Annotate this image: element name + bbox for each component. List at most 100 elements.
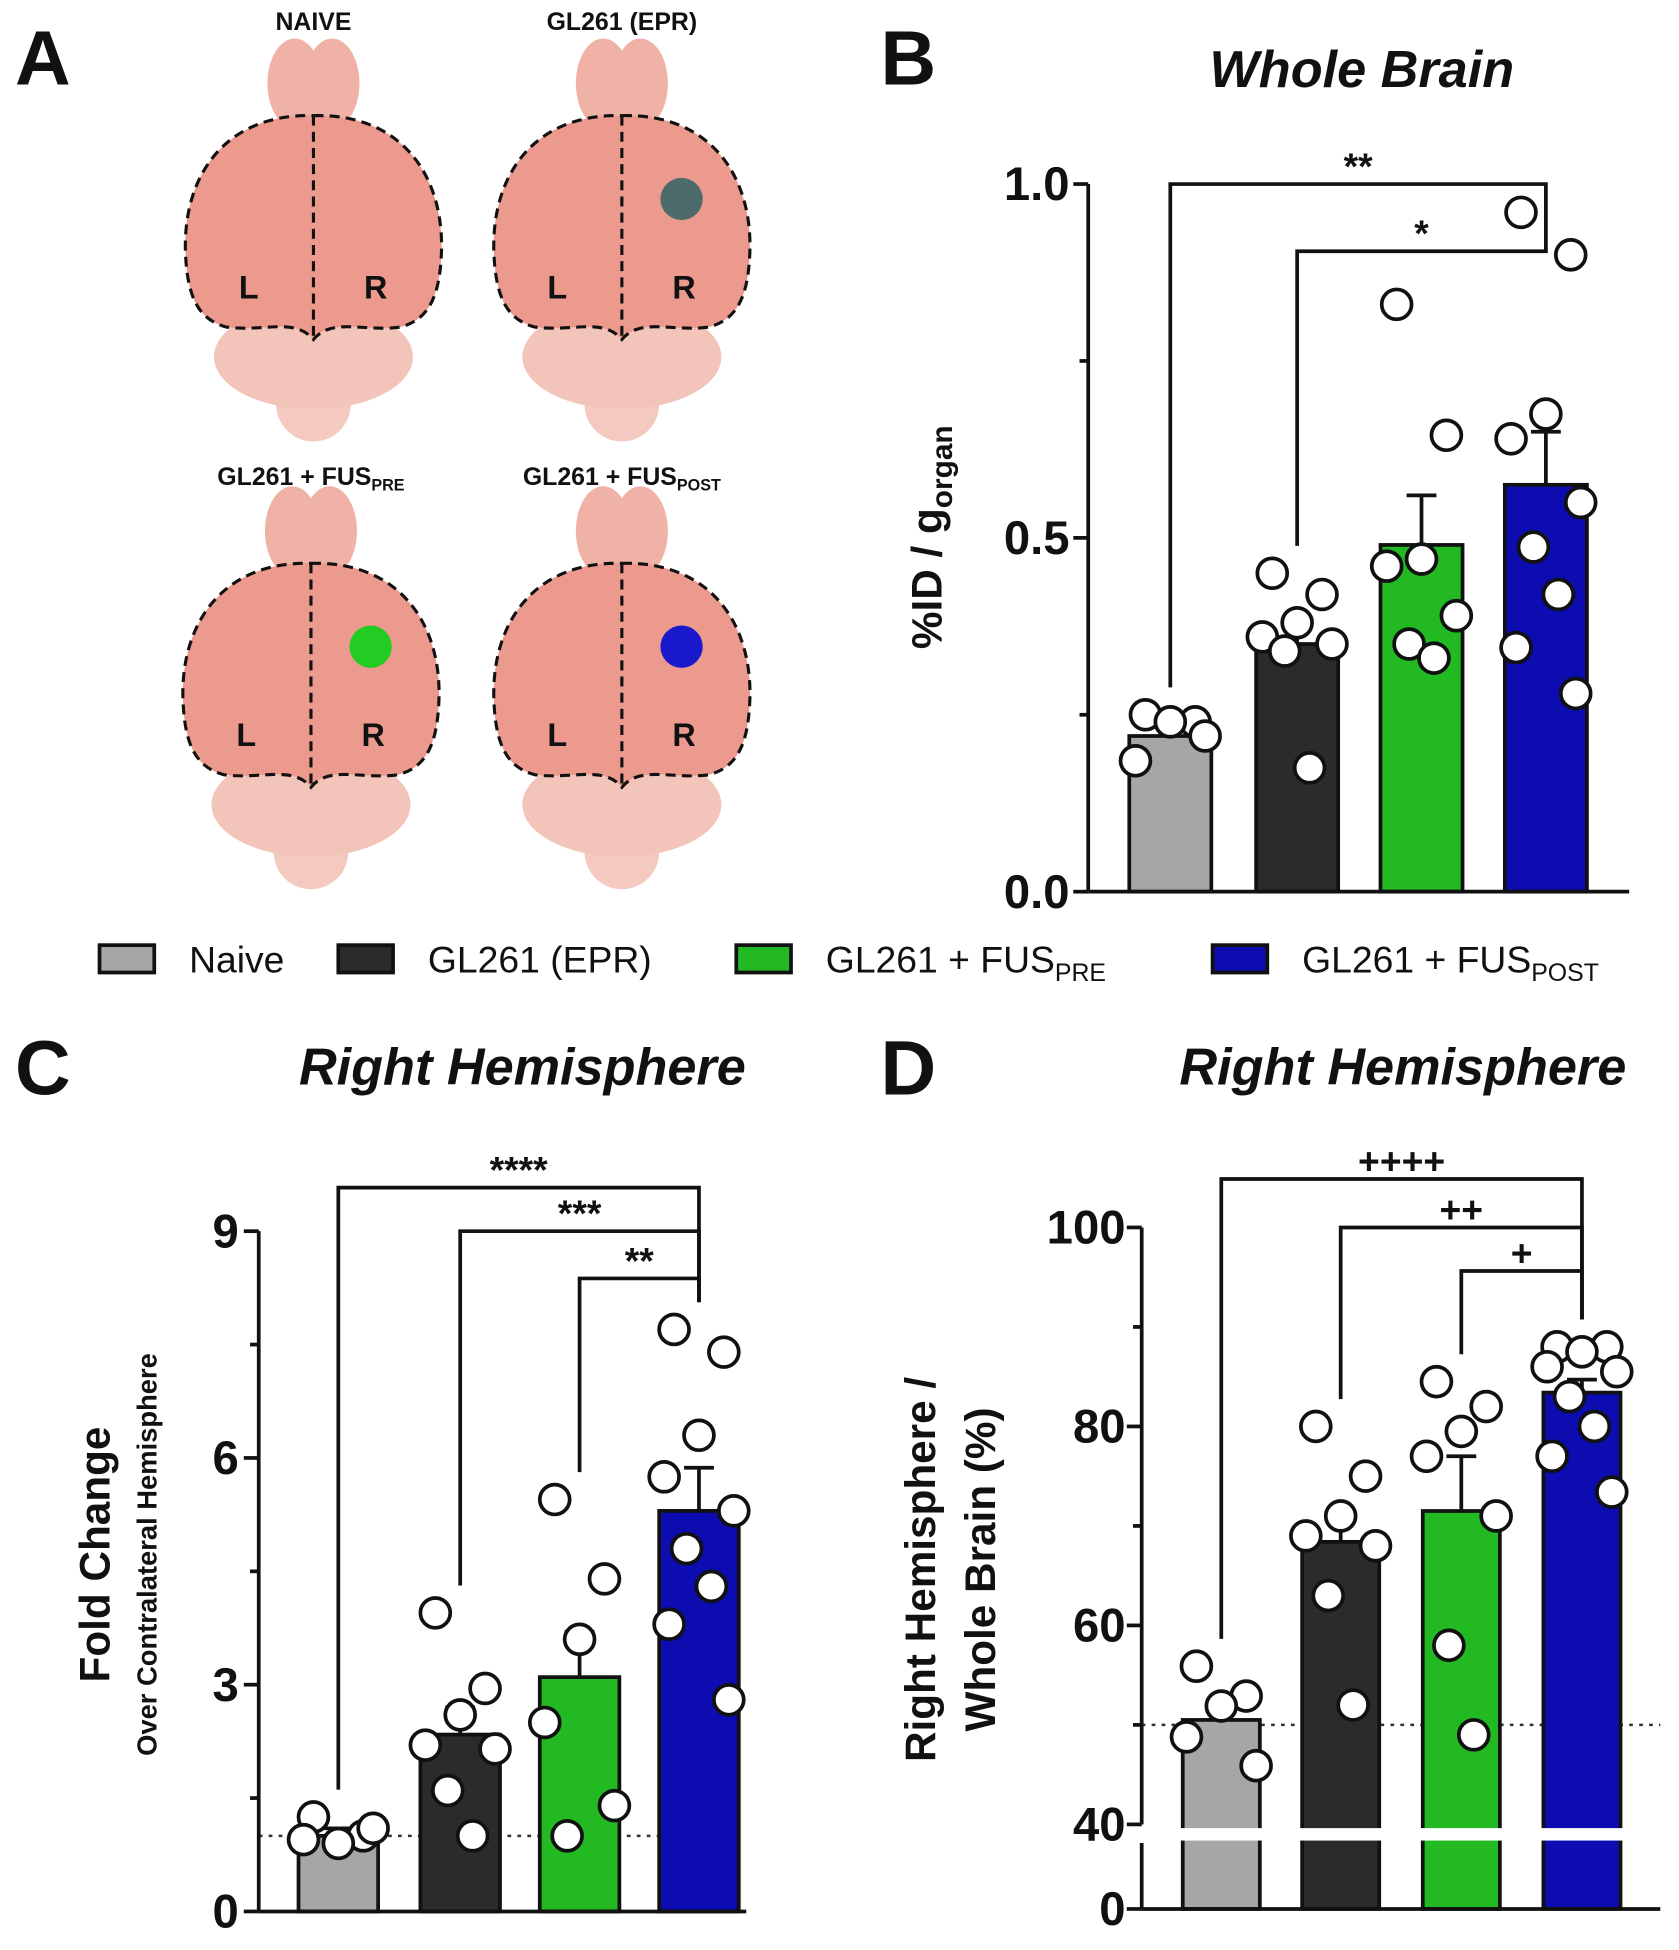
data-point bbox=[1379, 287, 1414, 322]
hemisphere-label: L bbox=[547, 717, 567, 753]
y-axis-label: Over Contralateral Hemisphere bbox=[132, 1353, 163, 1756]
data-point bbox=[1469, 1389, 1503, 1424]
legend-swatch bbox=[1210, 943, 1270, 975]
data-point bbox=[587, 1562, 622, 1596]
significance-label: * bbox=[1414, 212, 1429, 254]
panel-label: C bbox=[15, 1025, 71, 1111]
data-point bbox=[562, 1622, 597, 1657]
data-point bbox=[1432, 1628, 1466, 1663]
y-tick-label: 0 bbox=[213, 1886, 239, 1939]
data-point bbox=[1535, 1439, 1569, 1474]
olfactory-bulb bbox=[613, 486, 668, 576]
cerebrum bbox=[183, 114, 444, 342]
data-point bbox=[1315, 627, 1349, 661]
data-point bbox=[1323, 1499, 1358, 1533]
data-point bbox=[1179, 1649, 1214, 1683]
legend-label-subscript: POST bbox=[1531, 959, 1599, 987]
data-point bbox=[1118, 743, 1153, 778]
y-axis-label: Right Hemisphere / bbox=[897, 1377, 944, 1762]
bar bbox=[1180, 1718, 1262, 1911]
data-point bbox=[1392, 627, 1426, 661]
data-point bbox=[1504, 195, 1538, 230]
y-tick-label: 40 bbox=[1073, 1799, 1126, 1852]
significance-label: + bbox=[1511, 1232, 1533, 1274]
panel-label: D bbox=[881, 1025, 937, 1111]
data-point bbox=[1358, 1529, 1393, 1563]
y-tick-label: 80 bbox=[1073, 1401, 1126, 1454]
data-point bbox=[418, 1596, 453, 1630]
brain-title-main: GL261 + FUS bbox=[217, 463, 371, 491]
brain-title: GL261 (EPR) bbox=[547, 8, 698, 36]
data-point bbox=[1305, 577, 1339, 612]
olfactory-bulb bbox=[613, 38, 668, 129]
hemisphere-label: L bbox=[239, 269, 259, 305]
data-point bbox=[1153, 705, 1188, 739]
significance-bracket bbox=[577, 1276, 701, 1473]
brain-title: NAIVE bbox=[275, 8, 351, 36]
brain-title: GL261 + FUSPRE bbox=[217, 463, 405, 495]
significance-label: ++ bbox=[1440, 1188, 1484, 1230]
data-point bbox=[669, 1531, 704, 1566]
hemisphere-label: R bbox=[361, 717, 384, 753]
data-point bbox=[321, 1826, 356, 1861]
data-point bbox=[712, 1683, 746, 1717]
y-axis-label: Fold Change bbox=[71, 1427, 118, 1683]
olfactory-bulb bbox=[302, 486, 357, 576]
data-point bbox=[1429, 418, 1464, 453]
y-tick-label: 9 bbox=[213, 1205, 239, 1258]
data-point bbox=[647, 1460, 681, 1494]
y-tick-label: 60 bbox=[1073, 1600, 1126, 1653]
data-point bbox=[1479, 1499, 1513, 1533]
data-point bbox=[652, 1607, 686, 1642]
data-point bbox=[468, 1671, 502, 1706]
data-point bbox=[1577, 1409, 1612, 1444]
data-point bbox=[1529, 397, 1563, 431]
data-point bbox=[1336, 1688, 1370, 1722]
cerebellum bbox=[522, 304, 722, 410]
legend-label: GL261 + FUSPOST bbox=[1302, 939, 1599, 988]
bar bbox=[1420, 1509, 1502, 1911]
data-point bbox=[707, 1335, 741, 1369]
cerebellum bbox=[213, 304, 413, 410]
y-tick-label: 3 bbox=[213, 1659, 239, 1712]
data-point bbox=[1289, 1519, 1323, 1553]
data-point bbox=[694, 1569, 729, 1604]
legend-label: GL261 (EPR) bbox=[428, 939, 652, 981]
data-point bbox=[1280, 605, 1314, 640]
significance-label: ** bbox=[625, 1239, 655, 1281]
brain bbox=[492, 38, 752, 442]
data-point bbox=[1552, 1379, 1587, 1414]
data-point bbox=[1563, 485, 1598, 520]
panel-label: B bbox=[881, 16, 937, 102]
data-point bbox=[286, 1822, 321, 1857]
hemisphere-label: L bbox=[547, 269, 567, 305]
data-point bbox=[1444, 1414, 1479, 1449]
data-point bbox=[1417, 641, 1451, 675]
data-point bbox=[478, 1732, 512, 1766]
cerebellum bbox=[522, 752, 722, 857]
data-point bbox=[657, 1312, 691, 1347]
brain-title-main: NAIVE bbox=[275, 8, 351, 36]
bar bbox=[1378, 543, 1465, 894]
data-point bbox=[1553, 238, 1588, 272]
y-axis-label: Whole Brain (%) bbox=[957, 1407, 1004, 1731]
legend-label-main: GL261 + FUS bbox=[826, 939, 1055, 981]
y-tick-label: 1.0 bbox=[1004, 158, 1070, 211]
tumor-spot bbox=[660, 625, 703, 668]
data-point bbox=[1499, 630, 1533, 665]
data-point bbox=[550, 1819, 584, 1853]
data-point bbox=[1558, 676, 1593, 711]
cerebellum bbox=[211, 752, 411, 857]
chart-title: Right Hemisphere bbox=[299, 1038, 746, 1096]
y-tick-label: 6 bbox=[213, 1432, 239, 1485]
significance-bracket bbox=[458, 1229, 701, 1586]
cerebrum bbox=[492, 561, 752, 790]
panel-label: A bbox=[15, 16, 71, 102]
legend-label-main: Naive bbox=[189, 939, 284, 981]
data-point bbox=[1369, 549, 1404, 583]
data-point bbox=[443, 1698, 477, 1732]
chart-title: Whole Brain bbox=[1210, 41, 1515, 99]
data-point bbox=[682, 1418, 716, 1453]
